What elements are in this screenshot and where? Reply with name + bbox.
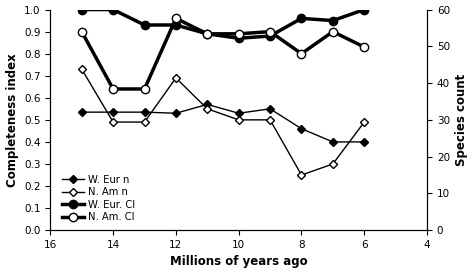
N. Am n	[110, 121, 116, 124]
Line: W. Eur. CI: W. Eur. CI	[78, 5, 368, 42]
W. Eur n	[204, 103, 210, 106]
W. Eur. CI	[267, 34, 273, 38]
W. Eur. CI	[204, 32, 210, 35]
W. Eur. CI	[330, 19, 336, 22]
Line: N. Am. CI: N. Am. CI	[78, 14, 368, 93]
N. Am. CI	[79, 30, 84, 33]
N. Am. CI	[361, 45, 367, 49]
N. Am n	[267, 118, 273, 121]
N. Am. CI	[299, 52, 304, 55]
N. Am n	[330, 162, 336, 165]
N. Am n	[142, 121, 147, 124]
N. Am n	[79, 67, 84, 71]
W. Eur n	[142, 110, 147, 114]
Line: W. Eur n: W. Eur n	[79, 101, 367, 145]
W. Eur. CI	[236, 37, 242, 40]
N. Am. CI	[110, 87, 116, 91]
Legend: W. Eur n, N. Am n, W. Eur. CI, N. Am. CI: W. Eur n, N. Am n, W. Eur. CI, N. Am. CI	[59, 172, 138, 225]
Y-axis label: Completeness index: Completeness index	[6, 53, 18, 187]
W. Eur n	[330, 140, 336, 144]
W. Eur n	[267, 107, 273, 110]
W. Eur n	[110, 110, 116, 114]
N. Am n	[236, 118, 242, 121]
W. Eur. CI	[79, 8, 84, 11]
W. Eur n	[361, 140, 367, 144]
W. Eur n	[79, 110, 84, 114]
N. Am. CI	[142, 87, 147, 91]
Line: N. Am n: N. Am n	[79, 66, 367, 178]
N. Am. CI	[267, 30, 273, 33]
N. Am n	[173, 76, 179, 79]
W. Eur. CI	[299, 17, 304, 20]
X-axis label: Millions of years ago: Millions of years ago	[170, 255, 308, 269]
W. Eur n	[236, 112, 242, 115]
W. Eur n	[299, 127, 304, 130]
N. Am n	[299, 173, 304, 177]
W. Eur. CI	[173, 23, 179, 27]
N. Am. CI	[204, 32, 210, 35]
N. Am. CI	[236, 32, 242, 35]
W. Eur. CI	[142, 23, 147, 27]
W. Eur. CI	[361, 8, 367, 11]
N. Am. CI	[330, 30, 336, 33]
Y-axis label: Species count: Species count	[456, 74, 468, 166]
W. Eur n	[173, 112, 179, 115]
N. Am n	[361, 121, 367, 124]
W. Eur. CI	[110, 8, 116, 11]
N. Am. CI	[173, 17, 179, 20]
N. Am n	[204, 107, 210, 110]
